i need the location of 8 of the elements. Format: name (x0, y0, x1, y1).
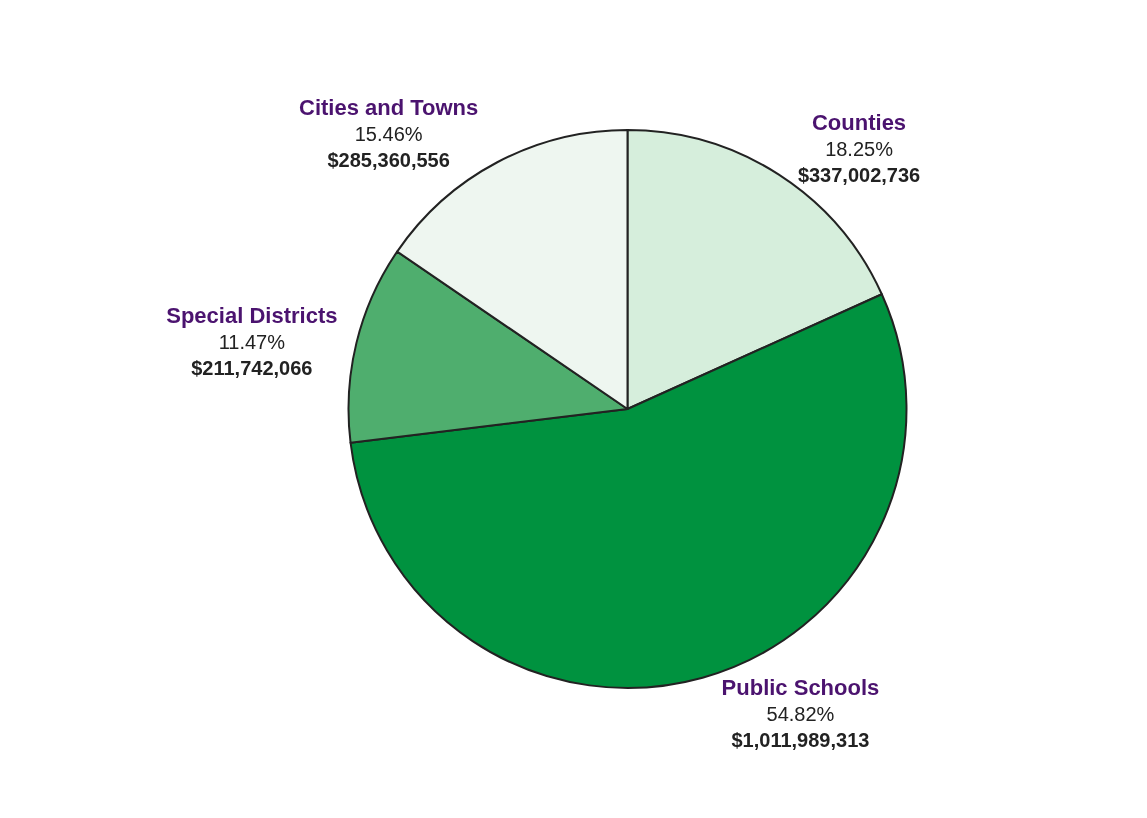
data-label: 11.47% $211,742,066 (191, 330, 313, 379)
data-label: 18.25% $337,002,736 (797, 137, 921, 186)
slice-label: Counties (811, 109, 907, 135)
slice-label: Special Districts (166, 302, 338, 328)
data-label: 54.82% $1,011,989,313 (731, 702, 870, 751)
slice-label: Public Schools (721, 674, 880, 700)
data-label: 15.46% $285,360,556 (327, 122, 450, 171)
slice-label: Cities and Towns (299, 94, 479, 120)
